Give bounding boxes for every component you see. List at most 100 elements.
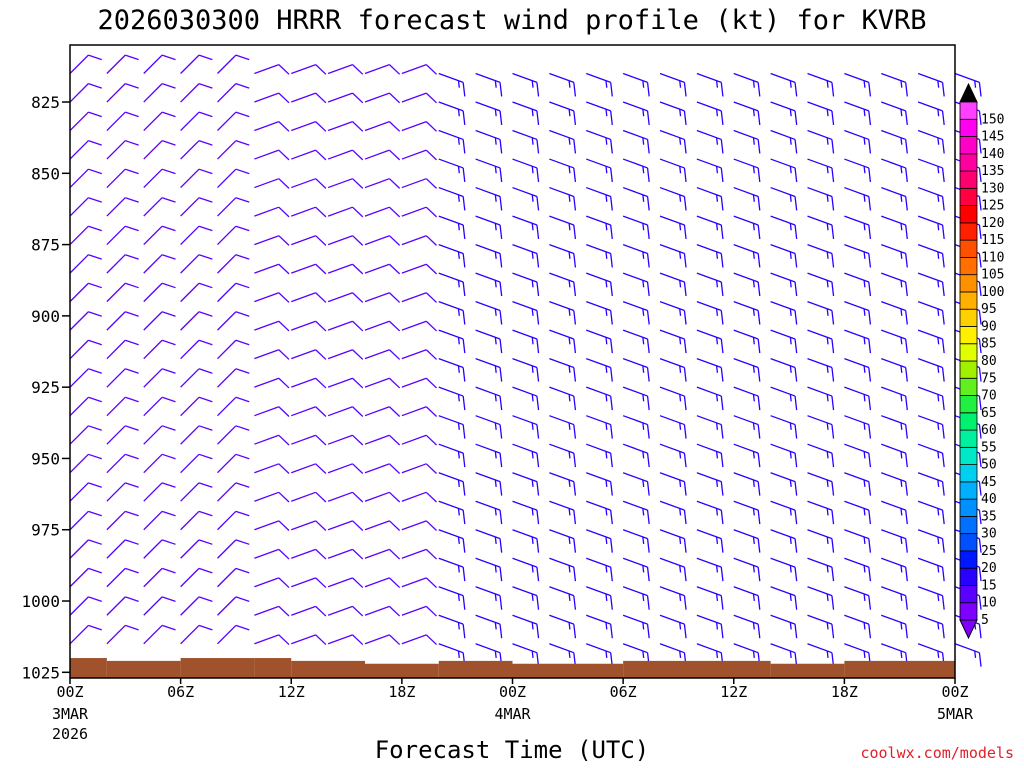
wind-barb <box>401 434 437 446</box>
wind-barb-feather <box>683 338 687 354</box>
wind-barb <box>475 301 503 325</box>
wind-barb <box>291 92 327 104</box>
wind-barb-feather <box>494 593 497 602</box>
wind-barb-staff <box>291 634 316 645</box>
wind-barb-feather <box>573 139 577 154</box>
wind-barb <box>327 577 364 589</box>
wind-barb-feather <box>831 281 835 297</box>
wind-barb-feather <box>536 567 540 582</box>
wind-barb <box>733 472 761 496</box>
wind-barb-feather <box>315 463 327 474</box>
wind-barb-feather <box>863 394 866 402</box>
wind-barb-feather <box>642 422 645 430</box>
wind-barb <box>586 415 613 439</box>
wind-barb <box>364 178 401 189</box>
wind-barb <box>586 129 613 154</box>
wind-barb-feather <box>462 224 466 240</box>
wind-barb-feather <box>715 593 719 602</box>
wind-barb-staff <box>291 605 316 616</box>
wind-barb-staff <box>733 272 759 283</box>
wind-barb-feather <box>388 92 401 104</box>
wind-barb-feather <box>937 137 940 145</box>
wind-barb-feather <box>720 167 724 183</box>
wind-barb-feather <box>462 367 466 382</box>
wind-barb <box>770 643 798 667</box>
wind-barb-staff <box>807 186 833 198</box>
wind-barb-feather <box>794 453 798 468</box>
wind-barb <box>659 329 687 354</box>
wind-barb-feather <box>715 422 719 430</box>
wind-barb-staff <box>659 215 685 226</box>
wind-barb-feather <box>235 425 250 431</box>
wind-barb-feather <box>278 149 290 161</box>
wind-barb-feather <box>937 451 940 459</box>
wind-barb-staff <box>659 158 685 169</box>
wind-barb-feather <box>826 137 829 145</box>
wind-barb-staff <box>696 186 722 198</box>
wind-barb-feather <box>531 622 534 630</box>
wind-barb <box>438 101 466 125</box>
wind-barb <box>659 386 687 411</box>
wind-barb-staff <box>180 510 200 531</box>
wind-barb-staff <box>254 178 280 189</box>
wind-barb-staff <box>512 643 538 654</box>
wind-barb <box>586 358 613 382</box>
wind-barb-staff <box>549 158 575 169</box>
wind-barb-staff <box>622 500 648 511</box>
wind-barb-staff <box>549 529 575 540</box>
wind-barb-staff <box>143 596 163 616</box>
wind-barb-feather <box>646 538 650 553</box>
wind-barb-staff <box>770 586 796 597</box>
wind-barb-feather <box>683 395 687 411</box>
wind-barb-feather <box>462 453 466 468</box>
wind-barb-staff <box>364 149 390 160</box>
wind-barb <box>659 215 687 240</box>
wind-barb-feather <box>125 425 139 431</box>
wind-barb-staff <box>807 386 833 397</box>
wind-barb-feather <box>826 194 829 202</box>
wind-barb-staff <box>106 282 126 303</box>
wind-barb <box>475 101 503 125</box>
wind-barb-staff <box>254 377 280 388</box>
wind-barb-feather <box>863 109 866 117</box>
wind-barb-staff <box>770 129 796 141</box>
wind-barb-feather <box>679 280 682 288</box>
wind-barb-staff <box>881 243 906 255</box>
wind-barb-staff <box>881 557 906 568</box>
wind-barb-staff <box>659 614 685 625</box>
wind-barb-feather <box>905 367 908 382</box>
wind-barb <box>327 434 364 446</box>
wind-barb-staff <box>438 358 464 369</box>
wind-barb-feather <box>646 367 650 382</box>
wind-barb <box>143 510 176 531</box>
wind-barb-feather <box>715 80 719 88</box>
wind-barb-staff <box>438 215 464 226</box>
wind-barb-feather <box>531 508 534 516</box>
wind-barb-feather <box>198 197 213 203</box>
wind-barb-staff <box>622 586 648 597</box>
wind-barb-staff <box>180 453 200 474</box>
wind-barb-feather <box>715 251 719 259</box>
wind-barb <box>807 358 835 382</box>
wind-barb-feather <box>752 166 755 174</box>
wind-barb-staff <box>364 121 390 132</box>
wind-barb <box>549 272 577 297</box>
wind-barb-feather <box>826 166 829 174</box>
wind-barb-feather <box>757 310 761 325</box>
wind-barb <box>881 158 908 183</box>
wind-barb-feather <box>905 110 908 125</box>
wind-barb-feather <box>826 394 829 402</box>
wind-barb-feather <box>388 434 401 446</box>
wind-barb-feather <box>679 223 682 231</box>
wind-barb-staff <box>180 83 200 103</box>
wind-barb-feather <box>646 624 650 639</box>
wind-barb <box>917 415 945 439</box>
wind-barb-feather <box>457 479 460 487</box>
wind-barb <box>327 235 364 246</box>
wind-barb-staff <box>733 72 759 84</box>
wind-barb-feather <box>499 281 503 297</box>
wind-barb-staff <box>622 643 648 654</box>
wind-barb-feather <box>720 453 724 468</box>
wind-barb-feather <box>826 109 829 117</box>
wind-barb-feather <box>789 251 792 259</box>
